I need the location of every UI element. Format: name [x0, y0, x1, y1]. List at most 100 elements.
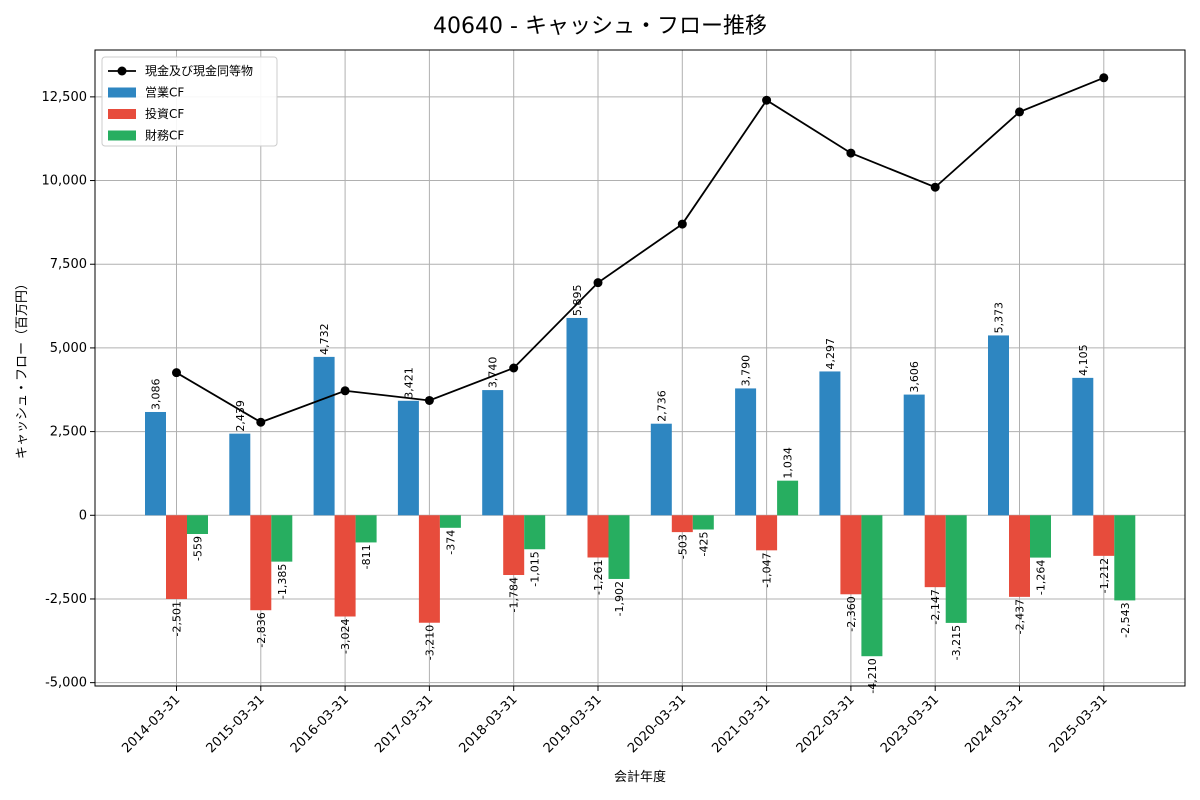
- legend-bar-swatch: [108, 109, 136, 119]
- bar-investing: [166, 515, 187, 600]
- bar-value-label: -503: [676, 534, 689, 559]
- bar-value-label: 2,439: [234, 400, 247, 432]
- bar-financing: [187, 515, 208, 534]
- x-tick-label: 2018-03-31: [456, 692, 520, 756]
- x-axis-label: 会計年度: [614, 769, 666, 785]
- legend-line-marker: [117, 66, 127, 76]
- y-tick-label: 0: [79, 508, 87, 523]
- bar-investing: [250, 515, 272, 611]
- bar-value-label: 4,105: [1077, 344, 1090, 376]
- bar-value-label: -2,147: [929, 589, 942, 624]
- x-tick-label: 2019-03-31: [541, 692, 605, 756]
- bar-value-label: -425: [697, 532, 710, 557]
- bar-value-label: -4,210: [866, 658, 879, 693]
- legend-entry-label: 営業CF: [145, 86, 184, 100]
- y-tick-label: 12,500: [42, 90, 88, 105]
- bar-investing: [840, 515, 862, 595]
- bar-investing: [756, 515, 778, 551]
- y-tick-label: 10,000: [42, 174, 88, 189]
- y-tick-label: -2,500: [45, 592, 87, 607]
- bar-operating: [819, 371, 841, 516]
- bar-operating: [482, 390, 504, 516]
- bar-value-label: -1,385: [276, 564, 289, 599]
- y-tick-label: 5,000: [50, 341, 87, 356]
- bar-operating: [145, 411, 166, 516]
- bar-financing: [692, 515, 714, 530]
- bar-value-label: -2,836: [255, 612, 268, 647]
- bar-value-label: 4,297: [824, 338, 837, 370]
- legend-entry-label: 投資CF: [145, 106, 184, 121]
- bar-value-label: 3,421: [402, 367, 415, 399]
- bar-value-label: -1,047: [761, 552, 774, 587]
- x-axis-ticks: 2014-03-31 2015-03-31 2016-03-31 2017-03-31…: [119, 686, 1111, 756]
- cash-point: [846, 148, 856, 158]
- x-tick-label: 2017-03-31: [372, 692, 436, 756]
- cash-line: [176, 76, 1105, 424]
- plot-frame: [94, 49, 1186, 687]
- bar-financing: [1114, 515, 1136, 601]
- cash-point: [340, 386, 350, 396]
- x-tick-label: 2014-03-31: [119, 692, 183, 756]
- y-axis-ticks: -5,000 -2,500 0 2,500 5,000 7,500 10,000 12,500: [42, 90, 95, 691]
- cash-point: [256, 417, 266, 427]
- cash-point: [677, 219, 687, 229]
- x-tick-label: 2020-03-31: [625, 692, 689, 756]
- bar-investing: [671, 515, 693, 533]
- bar-labels-layer: 3,086 2,439 4,732 3,421 3,740 5,895 2,736 3,790…: [150, 284, 1132, 693]
- bar-value-label: 3,790: [740, 355, 753, 387]
- bar-value-label: -1,784: [508, 577, 521, 612]
- bar-value-label: -1,015: [529, 551, 542, 586]
- legend-entry-label: 現金及び現金同等物: [145, 63, 253, 78]
- bar-operating: [313, 356, 335, 516]
- bar-investing: [503, 515, 525, 576]
- legend-box: [101, 56, 278, 147]
- cash-point: [593, 278, 603, 288]
- bar-value-label: -3,024: [339, 619, 352, 654]
- x-tick-label: 2022-03-31: [794, 692, 858, 756]
- bar-value-label: -374: [444, 530, 457, 555]
- bar-value-label: -2,543: [1119, 602, 1132, 637]
- cash-point: [930, 182, 940, 192]
- x-tick-label: 2021-03-31: [709, 692, 773, 756]
- bar-value-label: 5,373: [993, 302, 1006, 334]
- bar-investing: [334, 515, 356, 617]
- cash-point: [1099, 73, 1109, 83]
- bar-value-label: 3,606: [908, 361, 921, 393]
- bar-value-label: 5,895: [571, 284, 584, 316]
- y-tick-label: 7,500: [50, 257, 87, 272]
- legend-entry-label: 財務CF: [145, 128, 184, 143]
- x-tick-label: 2015-03-31: [204, 692, 268, 756]
- bar-value-label: 3,086: [150, 378, 163, 410]
- bar-value-label: 1,034: [782, 447, 795, 479]
- bar-investing: [1009, 515, 1030, 597]
- bar-operating: [650, 423, 672, 516]
- cash-point: [509, 363, 519, 373]
- bar-financing: [524, 515, 546, 550]
- bar-value-label: -2,437: [1014, 599, 1027, 634]
- bar-operating: [229, 433, 251, 516]
- bar-value-label: -2,360: [845, 596, 858, 631]
- bar-financing: [439, 515, 461, 528]
- bar-investing: [1093, 515, 1115, 556]
- bar-financing: [271, 515, 293, 562]
- bar-value-label: -811: [360, 544, 373, 569]
- x-tick-label: 2023-03-31: [878, 692, 942, 756]
- cash-point: [762, 95, 772, 105]
- bar-value-label: 4,732: [318, 323, 331, 355]
- bar-operating: [397, 400, 419, 516]
- cash-point: [172, 368, 181, 378]
- bar-value-label: -1,902: [613, 581, 626, 616]
- bar-value-label: 3,740: [487, 357, 500, 389]
- cash-point: [424, 395, 434, 405]
- bar-value-label: -1,261: [592, 559, 605, 594]
- bar-operating: [903, 394, 925, 516]
- x-tick-label: 2024-03-31: [962, 692, 1026, 756]
- x-tick-label: 2016-03-31: [288, 692, 352, 756]
- bar-value-label: -3,210: [423, 625, 436, 660]
- y-axis-label: キャッシュ・フロー（百万円）: [15, 277, 30, 459]
- x-tick-label: 2025-03-31: [1047, 692, 1111, 756]
- legend-bar-swatch: [108, 130, 136, 141]
- bar-value-label: -559: [192, 536, 205, 561]
- y-tick-label: -5,000: [45, 676, 87, 691]
